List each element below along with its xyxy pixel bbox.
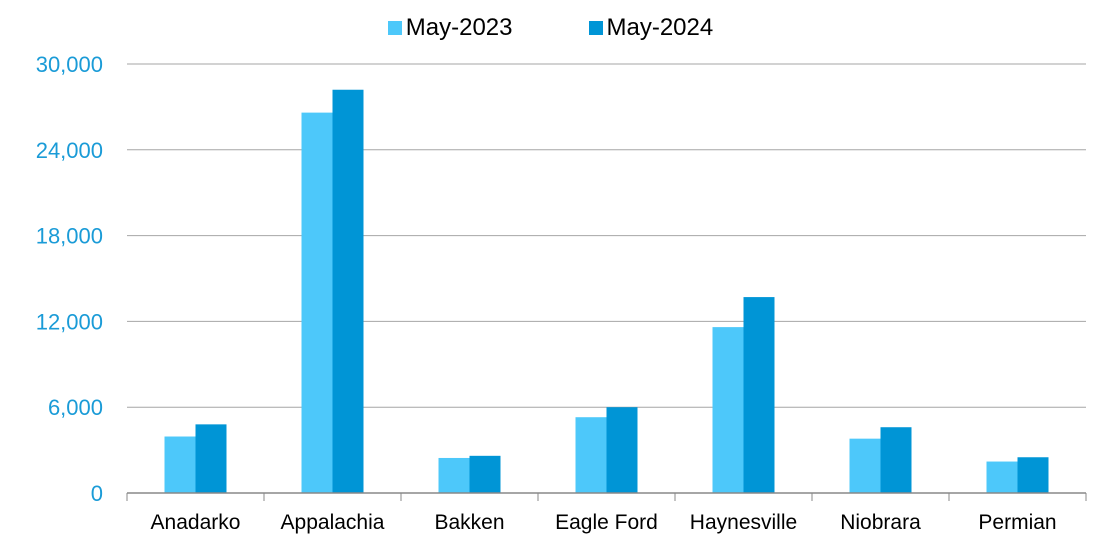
y-tick-label: 24,000 xyxy=(36,138,103,163)
x-tick-label: Anadarko xyxy=(151,511,241,534)
bar-may-2024-niobrara xyxy=(880,427,912,493)
bar-may-2023-haynesville xyxy=(712,327,744,493)
bar-may-2024-eagle-ford xyxy=(606,407,638,493)
bar-may-2024-bakken xyxy=(469,455,501,493)
bar-may-2023-eagle-ford xyxy=(575,417,607,493)
bar-may-2024-haynesville xyxy=(743,297,775,493)
bar-may-2024-anadarko xyxy=(195,424,227,493)
y-tick-label: 30,000 xyxy=(36,52,103,77)
y-tick-label: 12,000 xyxy=(36,309,103,334)
y-tick-label: 0 xyxy=(91,481,103,506)
x-tick-label: Appalachia xyxy=(281,511,385,534)
x-tick-label: Haynesville xyxy=(690,511,797,534)
y-tick-label: 18,000 xyxy=(36,224,103,249)
x-tick-label: Niobrara xyxy=(840,511,921,534)
x-tick-label: Eagle Ford xyxy=(555,511,658,534)
bar-may-2023-anadarko xyxy=(164,436,196,493)
bar-may-2023-bakken xyxy=(438,457,470,493)
bar-may-2023-permian xyxy=(986,461,1018,493)
bar-may-2023-appalachia xyxy=(301,112,333,494)
bar-may-2024-appalachia xyxy=(332,89,364,494)
x-tick-label: Permian xyxy=(978,511,1056,534)
bar-may-2024-permian xyxy=(1017,457,1049,493)
x-tick-label: Bakken xyxy=(434,511,504,534)
y-tick-label: 6,000 xyxy=(48,395,103,420)
bar-may-2023-niobrara xyxy=(849,438,881,493)
